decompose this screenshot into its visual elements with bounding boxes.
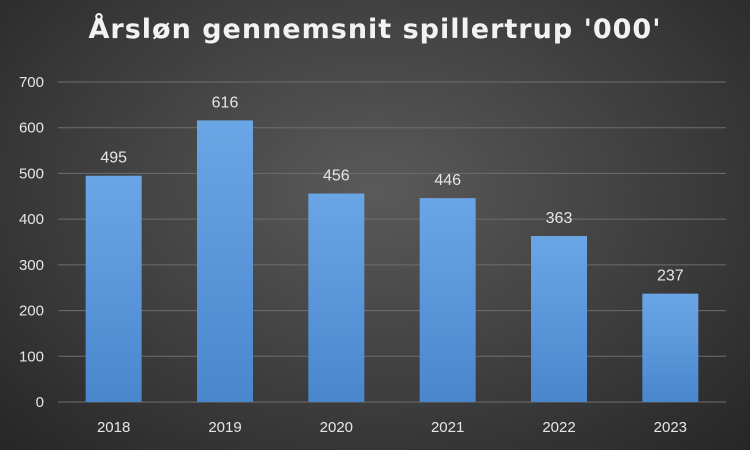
y-tick-label: 300 [19, 257, 44, 274]
y-tick-label: 500 [19, 165, 44, 182]
data-label-2020: 456 [323, 168, 350, 185]
x-tick-label-2019: 2019 [208, 419, 241, 436]
data-label-2021: 446 [434, 172, 461, 189]
y-tick-label: 100 [19, 348, 44, 365]
bar-2018 [85, 175, 142, 402]
bar-2023 [642, 293, 699, 402]
x-tick-label-2022: 2022 [542, 419, 575, 436]
chart-title: Årsløn gennemsnit spillertrup '000' [88, 14, 662, 45]
data-label-2023: 237 [657, 268, 684, 285]
x-tick-label-2023: 2023 [654, 419, 687, 436]
bar-2021 [419, 198, 476, 402]
x-tick-label-2020: 2020 [320, 419, 353, 436]
y-tick-label: 700 [19, 74, 44, 91]
x-tick-label-2018: 2018 [97, 419, 130, 436]
bar-2019 [197, 120, 253, 403]
x-tick-label-2021: 2021 [431, 419, 464, 436]
data-label-2018: 495 [100, 150, 127, 167]
bar-2020 [308, 193, 365, 402]
data-label-2022: 363 [546, 210, 573, 227]
y-tick-label: 0 [36, 394, 44, 411]
data-label-2019: 616 [212, 94, 239, 111]
y-tick-label: 600 [19, 120, 44, 137]
y-tick-label: 400 [19, 211, 44, 228]
bar-2022 [531, 236, 587, 402]
y-tick-label: 200 [19, 303, 44, 320]
